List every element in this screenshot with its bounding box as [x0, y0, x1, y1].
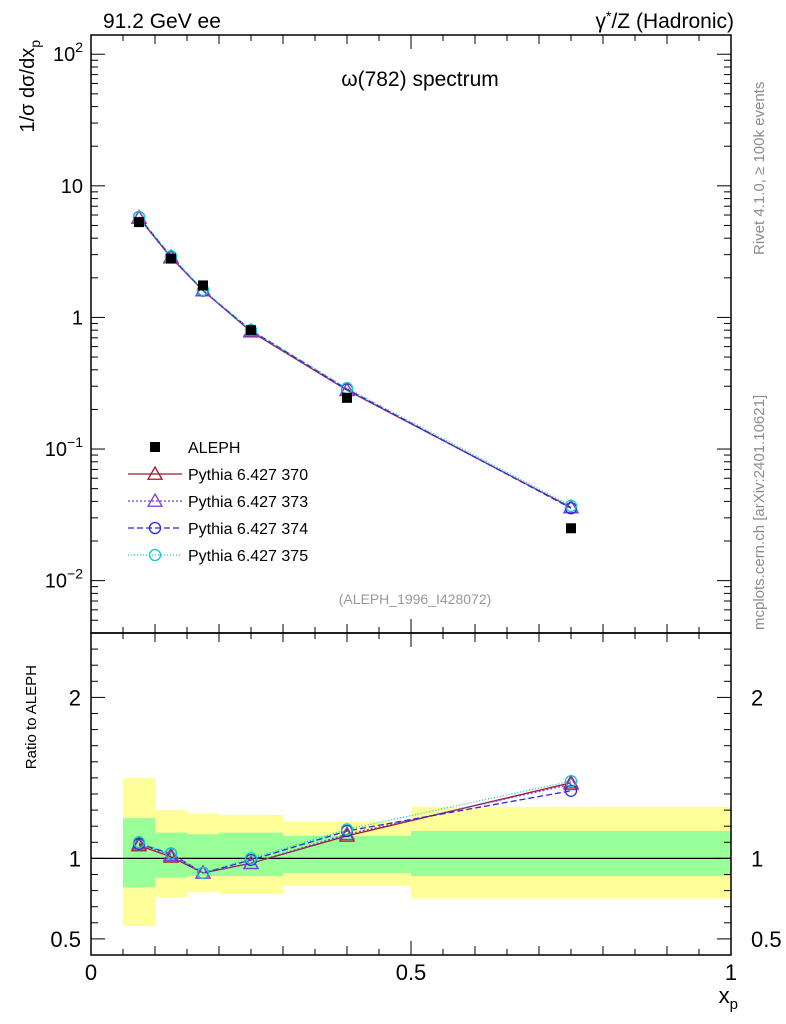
- legend-label: Pythia 6.427 370: [188, 467, 308, 484]
- data-point: [198, 280, 208, 291]
- side-rivet-label: Rivet 4.1.0, ≥ 100k events: [751, 82, 768, 255]
- data-point: [342, 392, 352, 403]
- mc-point: [564, 499, 578, 513]
- legend-label: Pythia 6.427 374: [188, 521, 308, 538]
- ratio-inner-band: [411, 831, 731, 877]
- main-y-axis-label: 1/σ dσ/dxp: [17, 40, 43, 133]
- analysis-tag: (ALEPH_1996_I428072): [339, 591, 492, 607]
- x-tick-label: 1: [725, 960, 737, 985]
- ratio-y-axis-label: Ratio to ALEPH: [23, 665, 40, 769]
- ratio-plot-panel: 2 21 10.5 0.5 0 0.5 1 Ratio to ALEPH xp: [23, 632, 782, 1013]
- data-point: [134, 217, 144, 228]
- header-right: γ*/Z (Hadronic): [596, 8, 734, 33]
- legend-marker: [146, 492, 164, 507]
- legend-marker: [148, 521, 162, 535]
- main-plot-panel: 102 10 1 10−1 10−2 ω(782) spectrum (ALEPH_19…: [17, 34, 732, 634]
- x-tick-label: 0.5: [396, 960, 427, 985]
- legend-marker: [148, 548, 162, 562]
- side-mcplots-label: mcplots.cern.ch [arXiv:2401.10621]: [751, 395, 768, 630]
- main-y-tick-label: 10−2: [45, 566, 83, 593]
- mc-point: [244, 324, 258, 337]
- ratio-y-tick-label-right: 0.5: [751, 927, 782, 952]
- mc-point: [562, 499, 580, 514]
- aleph-data-markers: [134, 217, 576, 534]
- ratio-point: [562, 776, 580, 791]
- ratio-y-tick-label-left: 2: [69, 685, 81, 710]
- plot-title: ω(782) spectrum: [341, 68, 499, 91]
- legend-marker: [146, 465, 164, 480]
- mc-line-series-2: [138, 216, 572, 509]
- ratio-y-tick-label-right: 2: [751, 685, 763, 710]
- ratio-line-series-3: [138, 780, 572, 874]
- ratio-point: [244, 852, 258, 865]
- data-point: [166, 253, 176, 264]
- ratio-point: [564, 774, 578, 788]
- main-plot-frame: [90, 34, 732, 634]
- ratio-point: [564, 784, 578, 797]
- main-y-tick-label: 10: [61, 176, 83, 198]
- legend-label: Pythia 6.427 375: [188, 548, 308, 565]
- ratio-point: [164, 847, 178, 860]
- x-tick-label: 0: [85, 960, 97, 985]
- data-point: [246, 325, 256, 336]
- ratio-y-tick-label-left: 1: [69, 846, 81, 871]
- ratio-series-markers: [130, 774, 580, 880]
- data-point: [566, 523, 576, 534]
- x-axis-label: xp: [719, 983, 738, 1013]
- main-y-tick-label: 10−1: [45, 434, 83, 461]
- x-tick-labels: 0 0.5 1: [85, 960, 737, 985]
- main-y-tick-labels: 102 10 1 10−1 10−2: [45, 39, 83, 592]
- ratio-inner-band: [123, 818, 155, 888]
- ratio-uncertainty-bands: [123, 777, 731, 927]
- ratio-point: [340, 823, 354, 836]
- legend-label: Pythia 6.427 373: [188, 494, 308, 511]
- ratio-point: [130, 837, 148, 852]
- ratio-y-tick-labels: 2 2 1 1 0.5 0.5: [50, 685, 781, 952]
- ratio-axis-ticks: [90, 633, 732, 955]
- mc-series-lines: [138, 216, 572, 509]
- ratio-point: [132, 836, 146, 849]
- ratio-y-tick-label-left: 0.5: [50, 927, 81, 952]
- main-axis-ticks: [90, 35, 732, 634]
- ratio-plot-frame: [90, 632, 732, 956]
- ratio-point: [196, 866, 210, 880]
- mc-line-series-3: [138, 216, 572, 507]
- legend-label-aleph: ALEPH: [188, 440, 240, 457]
- ratio-y-tick-label-right: 1: [751, 846, 763, 871]
- main-y-tick-label: 102: [53, 39, 83, 66]
- ratio-point: [562, 774, 580, 789]
- main-y-tick-label: 1: [72, 307, 83, 329]
- legend-marker-aleph: [150, 442, 160, 452]
- legend: ALEPH Pythia 6.427 370 Pythia 6.427 373 Pyt…: [128, 440, 308, 565]
- ratio-point: [162, 846, 180, 862]
- mc-line-series-0: [138, 217, 572, 508]
- ratio-point: [162, 848, 180, 863]
- mc-line-series-1: [138, 217, 572, 508]
- ratio-inner-band: [187, 834, 219, 877]
- header-left: 91.2 GeV ee: [103, 10, 221, 33]
